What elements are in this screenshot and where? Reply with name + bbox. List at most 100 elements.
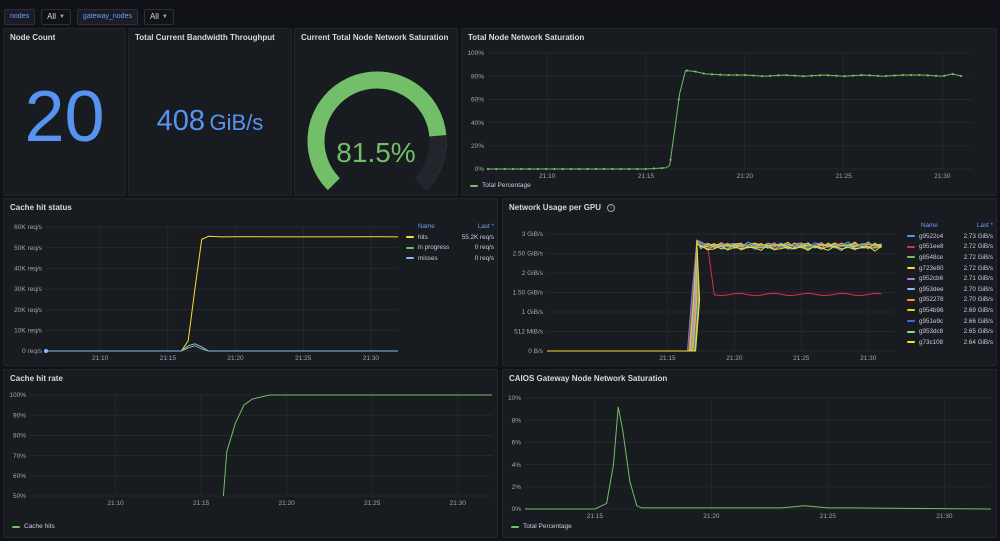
y-tick-label: 70% — [13, 453, 26, 460]
network-per-gpu-legend: Name Last * g9522c4 2.73 GiB/s g951ee8 2.72… — [907, 222, 993, 348]
nodes-variable-select[interactable]: All ▼ — [41, 9, 71, 25]
saturation-timeseries-chart: 0% 20% 40% 60% 80% 100% 21:10 21:15 21:20 21:25 21… — [467, 50, 972, 180]
legend-header-last[interactable]: Last * — [477, 223, 494, 230]
legend-series-name: g951e9c — [907, 318, 964, 325]
legend-swatch — [907, 245, 915, 248]
x-tick-label: 21:25 — [835, 173, 852, 180]
data-point — [495, 167, 498, 171]
data-point — [868, 74, 871, 77]
legend-header-name[interactable]: Name — [418, 223, 435, 230]
legend-swatch — [907, 330, 915, 333]
x-tick-label: 21:15 — [659, 355, 676, 362]
caios-gateway-legend[interactable]: Total Percentage — [511, 523, 572, 530]
series-line-g953dc8 — [547, 242, 882, 352]
legend-header-last[interactable]: Last * — [976, 222, 993, 229]
series-line — [525, 406, 992, 510]
series-line-g723e80 — [547, 239, 882, 352]
data-point — [818, 74, 821, 77]
legend-series-name: hits — [406, 234, 462, 241]
data-point — [959, 74, 963, 78]
data-point — [827, 74, 830, 77]
legend-row[interactable]: g954b96 2.69 GiB/s — [907, 305, 993, 316]
data-point — [694, 70, 697, 73]
legend-row[interactable]: g8548ce 2.72 GiB/s — [907, 252, 993, 263]
legend-row[interactable]: hits 55.2K req/s — [406, 232, 494, 243]
data-point — [44, 349, 48, 353]
legend-row[interactable]: g723e80 2.72 GiB/s — [907, 263, 993, 274]
saturation-gauge-panel[interactable]: Current Total Node Network Saturation 81… — [294, 28, 458, 196]
data-point — [744, 73, 747, 77]
legend-row[interactable]: g73c108 2.64 GiB/s — [907, 337, 993, 348]
legend-row[interactable]: misses 0 req/s — [406, 253, 494, 264]
gateway-nodes-variable-select[interactable]: All ▼ — [143, 9, 174, 25]
legend-row[interactable]: in progress 0 req/s — [406, 243, 494, 254]
x-tick-label: 21:10 — [107, 500, 124, 507]
data-point — [652, 167, 656, 170]
data-point — [553, 167, 556, 171]
legend-label: g953dee — [919, 285, 944, 293]
x-tick-label: 21:15 — [193, 500, 210, 507]
panel-title: Current Total Node Network Saturation — [301, 33, 449, 42]
legend-row[interactable]: g9522c4 2.73 GiB/s — [907, 231, 993, 242]
legend-header-name[interactable]: Name — [921, 222, 938, 229]
legend-row[interactable]: g952278 2.70 GiB/s — [907, 295, 993, 306]
data-point — [943, 74, 946, 77]
data-point — [910, 73, 913, 77]
saturation-timeseries-panel[interactable]: Total Node Network Saturation 0% 20% 40% 60… — [461, 28, 997, 196]
legend-last-value: 2.71 GiB/s — [963, 275, 993, 283]
data-point — [735, 73, 739, 77]
y-tick-label: 90% — [13, 412, 26, 419]
legend-row[interactable]: g953dc8 2.65 GiB/s — [907, 326, 993, 337]
legend-series-name: g8548ce — [907, 254, 964, 261]
data-point — [586, 167, 589, 171]
legend-label: g951ee8 — [919, 243, 944, 251]
data-point — [934, 74, 938, 77]
series-line — [488, 69, 963, 170]
series-line — [46, 345, 398, 352]
y-tick-label: 0 req/s — [22, 348, 43, 355]
info-icon[interactable]: i — [607, 203, 616, 212]
y-tick-label: 30K req/s — [14, 286, 43, 293]
x-tick-label: 21:20 — [227, 355, 244, 362]
y-tick-label: 6% — [512, 440, 522, 447]
legend-swatch — [907, 235, 915, 238]
data-point — [802, 75, 805, 78]
y-tick-label: 10% — [508, 395, 521, 402]
data-point — [777, 74, 780, 77]
legend-swatch — [907, 309, 915, 312]
series-line-g9522c4 — [547, 239, 882, 352]
cache-hit-status-panel[interactable]: Cache hit status 0 req/s 10K req/s 20K req… — [3, 198, 498, 366]
network-per-gpu-panel[interactable]: Network Usage per GPU i 0 B/s 512 MiB/s 1 G… — [502, 198, 997, 366]
legend-swatch — [907, 277, 915, 280]
gateway-nodes-variable-value: All — [149, 12, 159, 21]
cache-hit-rate-panel[interactable]: Cache hit rate 50% 60% 70% 80% 90% 100% 21:10 2… — [3, 369, 498, 538]
legend-label: g952cb6 — [919, 275, 944, 283]
legend-last-value: 2.64 GiB/s — [963, 338, 993, 346]
y-tick-label: 60% — [471, 97, 484, 104]
x-tick-label: 21:30 — [860, 355, 877, 362]
series-line — [46, 343, 398, 352]
bandwidth-panel[interactable]: Total Current Bandwidth Throughput 408 G… — [128, 28, 292, 196]
legend-row[interactable]: g951e9c 2.66 GiB/s — [907, 316, 993, 327]
legend-series-name: g952cb6 — [907, 275, 964, 282]
y-tick-label: 2.50 GiB/s — [513, 251, 544, 258]
x-tick-label: 21:15 — [160, 355, 177, 362]
legend-row[interactable]: g952cb6 2.71 GiB/s — [907, 273, 993, 284]
data-point — [843, 75, 846, 78]
gauge-value-arc — [307, 71, 447, 191]
data-point — [544, 167, 548, 171]
y-tick-label: 20K req/s — [14, 307, 43, 314]
legend-row[interactable]: g951ee8 2.72 GiB/s — [907, 242, 993, 253]
x-tick-label: 21:30 — [934, 173, 951, 180]
data-point — [727, 73, 730, 77]
data-point — [926, 74, 929, 77]
legend-row[interactable]: g953dee 2.70 GiB/s — [907, 284, 993, 295]
saturation-timeseries-legend[interactable]: Total Percentage — [470, 182, 531, 189]
cache-hit-rate-legend[interactable]: Cache hits — [12, 523, 55, 530]
legend-swatch — [907, 320, 915, 323]
caios-gateway-panel[interactable]: CAIOS Gateway Node Network Saturation 0%… — [502, 369, 997, 538]
node-count-value: 20 — [24, 77, 105, 157]
cache-hit-rate-chart: 50% 60% 70% 80% 90% 100% 21:10 21:15 21:20 21:25 2… — [9, 392, 492, 507]
y-tick-label: 40K req/s — [14, 266, 43, 273]
node-count-panel[interactable]: Node Count 20 — [3, 28, 126, 196]
